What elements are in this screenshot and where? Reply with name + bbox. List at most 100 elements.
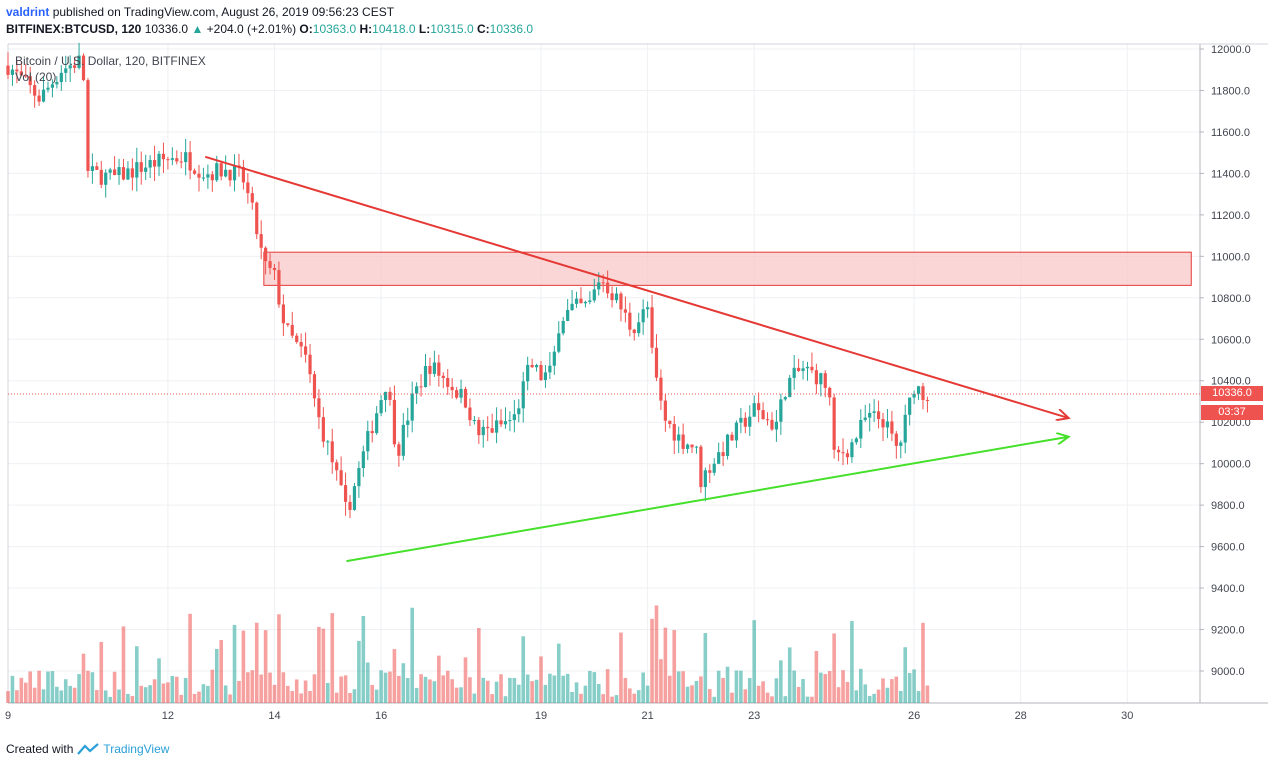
high-label: H:	[359, 22, 373, 36]
volume-bar	[130, 695, 135, 703]
candle-body	[59, 72, 63, 83]
candle-body	[503, 421, 508, 425]
bar-countdown-tag: 03:37	[1201, 405, 1263, 420]
volume-bar	[437, 655, 441, 703]
candle-body	[64, 68, 68, 73]
price-chart[interactable]: 12000.0 11800.0 11600.0 11400.0 11200.0 11000…	[0, 40, 1268, 740]
candle-body	[610, 293, 614, 301]
candle-body	[890, 421, 894, 434]
candle-body	[330, 441, 334, 463]
y-tick-label: 9600.0	[1211, 542, 1245, 554]
volume-bar	[23, 682, 28, 703]
volume-bar	[232, 624, 237, 703]
volume-bar	[499, 674, 503, 703]
volume-bar	[645, 685, 650, 703]
volume-bar	[55, 686, 59, 703]
volume-bar	[112, 671, 117, 703]
volume-bar	[699, 676, 703, 703]
close-value: 10336.0	[489, 22, 534, 36]
tradingview-logo-icon	[77, 743, 100, 755]
volume-bar	[72, 687, 77, 703]
x-tick-label: 9	[5, 710, 11, 722]
candle-body	[530, 364, 534, 368]
y-tick-label: 11000.0	[1211, 251, 1250, 263]
volume-bar	[841, 670, 845, 703]
volume-bar	[641, 672, 645, 703]
volume-bar	[268, 672, 272, 703]
low-value: 10315.0	[430, 22, 474, 36]
volume-bar	[712, 696, 717, 703]
tradingview-brand[interactable]: TradingView	[103, 742, 170, 756]
y-tick-label: 11200.0	[1211, 210, 1250, 222]
x-tick-label: 21	[641, 710, 653, 722]
volume-bar	[530, 681, 534, 703]
volume-bar	[201, 684, 206, 703]
candle-body	[148, 160, 152, 168]
volume-bar	[321, 628, 326, 703]
volume-bar	[139, 685, 144, 703]
y-tick-label: 9400.0	[1211, 583, 1245, 595]
candle-body	[908, 397, 912, 415]
volume-bar	[601, 694, 605, 703]
x-tick-label: 19	[535, 710, 547, 722]
candle-body	[6, 65, 10, 75]
volume-bar	[86, 670, 90, 703]
volume-bar	[414, 687, 419, 703]
volume-bar	[921, 622, 925, 703]
volume-bar	[756, 685, 761, 703]
candle-body	[268, 261, 272, 268]
volume-bar	[99, 641, 104, 703]
candle-body	[370, 431, 374, 434]
author-name[interactable]: valdrint	[6, 5, 50, 19]
candle-body	[121, 167, 126, 180]
volume-bar	[867, 695, 872, 703]
close-label: C:	[476, 22, 490, 36]
volume-bar	[747, 678, 752, 703]
volume-bar	[459, 687, 463, 703]
candle-body	[463, 388, 468, 408]
candle-body	[241, 167, 246, 183]
volume-bar	[539, 656, 543, 703]
candle-body	[583, 301, 588, 304]
volume-bar	[188, 613, 192, 703]
resistance-trendline	[204, 155, 1068, 418]
x-tick-label: 12	[162, 710, 174, 722]
candle-body	[788, 377, 792, 398]
volume-bar	[441, 675, 446, 703]
volume-bar	[183, 677, 188, 703]
footer: Created with TradingView	[6, 742, 169, 756]
volume-bar	[823, 674, 828, 703]
candle-body	[748, 416, 752, 427]
volume-bar	[761, 681, 765, 703]
volume-bar	[556, 643, 561, 703]
y-tick-label: 11400.0	[1211, 168, 1250, 180]
volume-bar	[330, 613, 335, 703]
volume-bar	[317, 626, 321, 703]
volume-bar	[579, 693, 583, 703]
volume-bar	[388, 671, 392, 703]
volume-bar	[903, 647, 908, 703]
volume-bar	[770, 696, 774, 703]
volume-bar	[6, 691, 10, 703]
volume-bar	[450, 679, 454, 703]
volume-bar	[339, 676, 343, 703]
candle-body	[566, 309, 570, 321]
volume-bar	[668, 675, 672, 703]
candle-body	[494, 420, 499, 433]
volume-bar	[481, 677, 486, 703]
volume-bar	[490, 694, 494, 703]
candle-body	[774, 421, 779, 430]
volume-bar	[19, 677, 24, 703]
candle-body	[139, 162, 143, 172]
volume-bar	[157, 658, 161, 703]
candle-body	[721, 452, 725, 457]
candle-body	[348, 501, 352, 510]
candle-body	[228, 169, 232, 181]
high-value: 10418.0	[372, 22, 416, 36]
volume-bar	[281, 672, 286, 703]
volume-bar	[463, 657, 468, 703]
volume-bar	[561, 675, 566, 703]
candle-body	[379, 400, 383, 414]
candle-body	[836, 449, 841, 453]
volume-bar	[166, 682, 170, 703]
